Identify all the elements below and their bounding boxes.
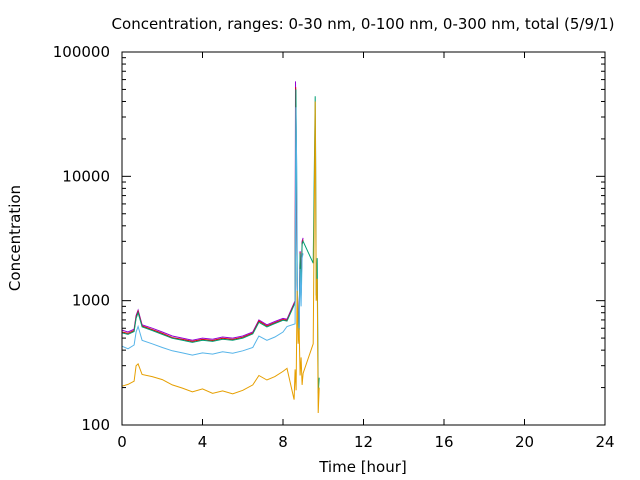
x-tick-label: 4 [198, 433, 208, 451]
x-tick-label: 16 [434, 433, 453, 451]
y-axis-label: Concentration [6, 185, 24, 291]
chart-title: Concentration, ranges: 0-30 nm, 0-100 nm… [112, 15, 615, 33]
x-tick-label: 12 [354, 433, 373, 451]
series-line-3 [121, 89, 320, 394]
y-tick-label: 1000 [72, 292, 110, 310]
y-tick-label: 10000 [62, 167, 110, 185]
series-layer [121, 81, 320, 414]
x-axis-label: Time [hour] [318, 458, 407, 476]
y-tick-label: 100 [81, 416, 110, 434]
plot-frame [121, 51, 606, 426]
x-tick-label: 24 [595, 433, 614, 451]
x-tick-label: 8 [278, 433, 288, 451]
x-tick-label: 0 [117, 433, 127, 451]
x-tick-label: 20 [515, 433, 534, 451]
series-line-5 [121, 101, 320, 414]
y-tick-label: 100000 [53, 43, 110, 61]
